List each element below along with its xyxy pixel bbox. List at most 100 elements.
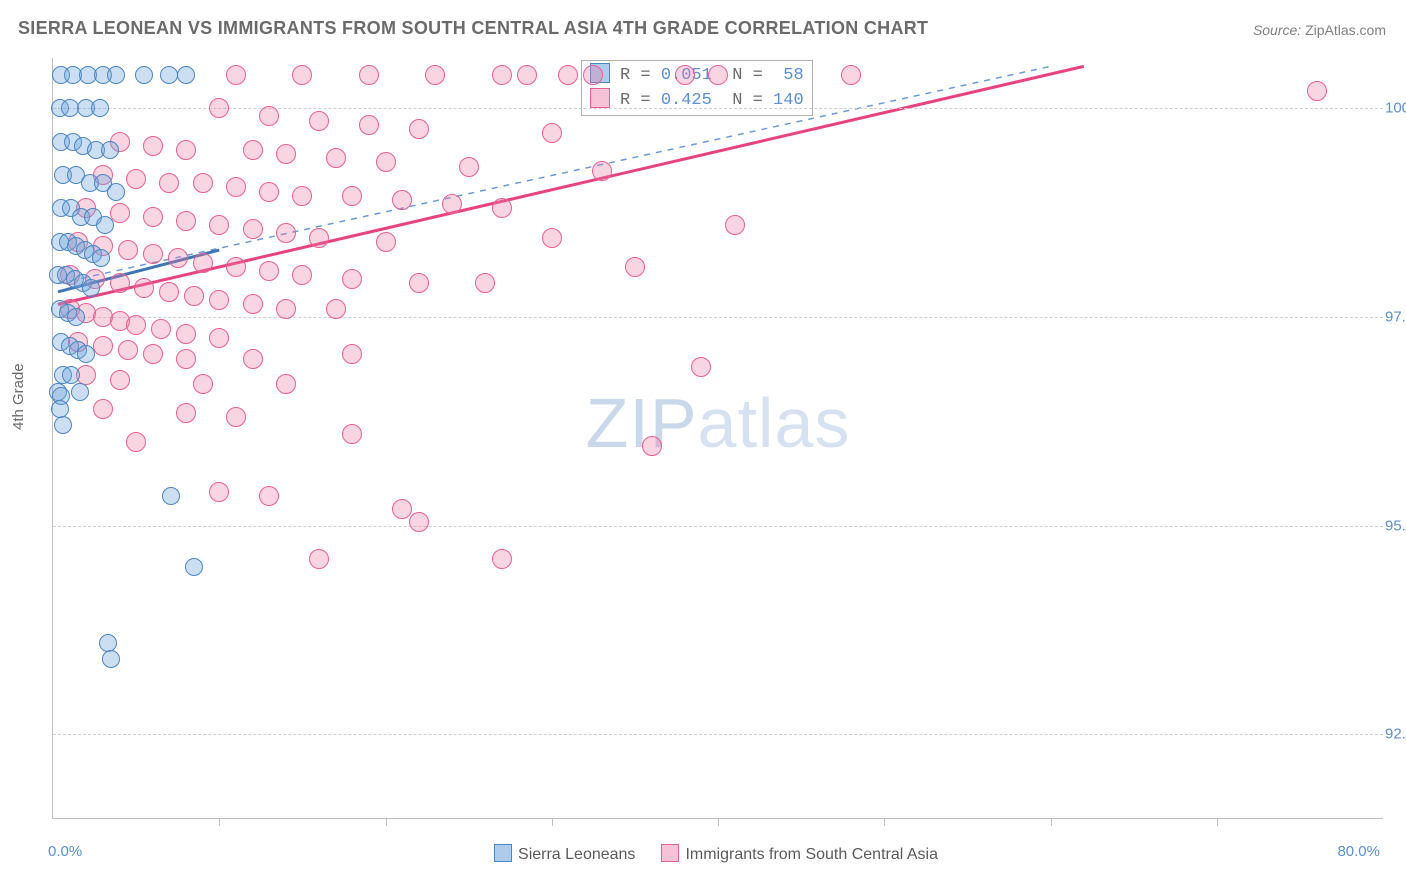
data-point xyxy=(162,487,180,505)
data-point xyxy=(392,190,412,210)
gridline xyxy=(53,317,1383,318)
data-point xyxy=(359,65,379,85)
data-point xyxy=(259,182,279,202)
y-tick-label: 92.5% xyxy=(1385,726,1406,743)
data-point xyxy=(226,177,246,197)
data-point xyxy=(625,257,645,277)
stats-row: R = 0.425 N = 140 xyxy=(590,88,804,113)
data-point xyxy=(176,324,196,344)
data-point xyxy=(209,215,229,235)
data-point xyxy=(209,98,229,118)
data-point xyxy=(583,65,603,85)
data-point xyxy=(691,357,711,377)
legend-swatch xyxy=(661,844,679,862)
data-point xyxy=(376,232,396,252)
legend-label: Immigrants from South Central Asia xyxy=(685,846,938,863)
data-point xyxy=(107,66,125,84)
data-point xyxy=(309,228,329,248)
trend-lines-layer xyxy=(53,58,1383,818)
x-tick xyxy=(386,818,387,826)
data-point xyxy=(126,169,146,189)
data-point xyxy=(62,366,80,384)
data-point xyxy=(359,115,379,135)
data-point xyxy=(102,650,120,668)
data-point xyxy=(841,65,861,85)
data-point xyxy=(292,65,312,85)
data-point xyxy=(517,65,537,85)
data-point xyxy=(135,66,153,84)
data-point xyxy=(92,249,110,267)
stats-row: R = 0.051 N = 58 xyxy=(590,63,804,88)
data-point xyxy=(91,99,109,117)
source-label: Source: xyxy=(1253,22,1301,38)
data-point xyxy=(243,294,263,314)
data-point xyxy=(126,315,146,335)
data-point xyxy=(342,269,362,289)
data-point xyxy=(475,273,495,293)
data-point xyxy=(708,65,728,85)
data-point xyxy=(592,161,612,181)
data-point xyxy=(176,140,196,160)
data-point xyxy=(54,416,72,434)
data-point xyxy=(71,383,89,401)
data-point xyxy=(209,290,229,310)
watermark-atlas: atlas xyxy=(698,384,851,462)
x-tick xyxy=(884,818,885,826)
data-point xyxy=(442,194,462,214)
x-tick xyxy=(718,818,719,826)
data-point xyxy=(558,65,578,85)
data-point xyxy=(409,119,429,139)
data-point xyxy=(159,282,179,302)
source-credit: Source: ZipAtlas.com xyxy=(1253,22,1386,38)
legend-swatch xyxy=(590,88,610,108)
data-point xyxy=(96,216,114,234)
y-tick-label: 97.5% xyxy=(1385,308,1406,325)
data-point xyxy=(409,273,429,293)
data-point xyxy=(185,558,203,576)
data-point xyxy=(342,424,362,444)
data-point xyxy=(193,173,213,193)
data-point xyxy=(143,207,163,227)
data-point xyxy=(309,549,329,569)
data-point xyxy=(77,345,95,363)
y-axis-label: 4th Grade xyxy=(10,363,27,430)
gridline xyxy=(53,526,1383,527)
data-point xyxy=(184,286,204,306)
data-point xyxy=(209,482,229,502)
data-point xyxy=(276,374,296,394)
data-point xyxy=(492,549,512,569)
data-point xyxy=(51,400,69,418)
data-point xyxy=(67,308,85,326)
data-point xyxy=(292,186,312,206)
data-point xyxy=(725,215,745,235)
x-tick xyxy=(552,818,553,826)
chart-container: SIERRA LEONEAN VS IMMIGRANTS FROM SOUTH … xyxy=(0,0,1406,892)
plot-area: ZIPatlas R = 0.051 N = 58R = 0.425 N = 1… xyxy=(52,58,1383,819)
data-point xyxy=(675,65,695,85)
data-point xyxy=(143,136,163,156)
data-point xyxy=(276,299,296,319)
data-point xyxy=(376,152,396,172)
n-value: 58 xyxy=(773,66,804,85)
data-point xyxy=(1307,81,1327,101)
chart-title: SIERRA LEONEAN VS IMMIGRANTS FROM SOUTH … xyxy=(18,18,928,39)
data-point xyxy=(226,65,246,85)
data-point xyxy=(459,157,479,177)
data-point xyxy=(276,223,296,243)
x-tick xyxy=(1051,818,1052,826)
data-point xyxy=(160,66,178,84)
data-point xyxy=(110,370,130,390)
data-point xyxy=(642,436,662,456)
data-point xyxy=(259,486,279,506)
data-point xyxy=(126,432,146,452)
data-point xyxy=(159,173,179,193)
legend-swatch xyxy=(494,844,512,862)
x-tick xyxy=(1217,818,1218,826)
data-point xyxy=(118,340,138,360)
data-point xyxy=(101,141,119,159)
data-point xyxy=(176,211,196,231)
gridline xyxy=(53,734,1383,735)
data-point xyxy=(151,319,171,339)
y-tick-label: 100.0% xyxy=(1385,100,1406,117)
data-point xyxy=(143,244,163,264)
